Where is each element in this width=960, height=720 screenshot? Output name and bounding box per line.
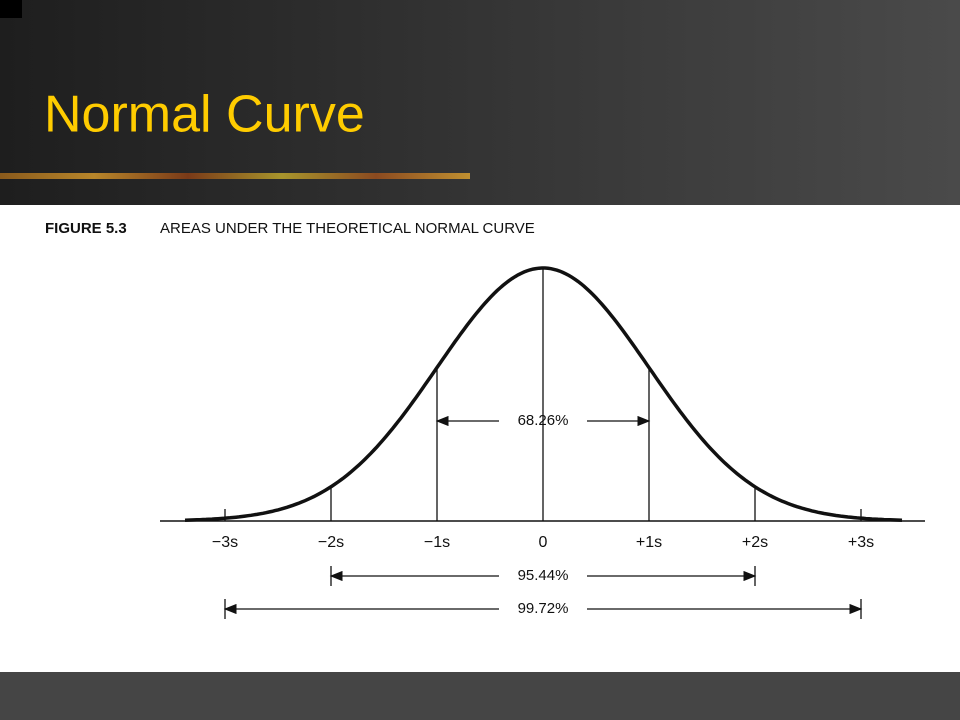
area-label: 99.72%: [518, 600, 569, 617]
axis-label: +1s: [636, 534, 662, 551]
figure-label: FIGURE 5.3: [45, 220, 127, 237]
corner-block: [0, 0, 22, 18]
area-label: 95.44%: [518, 567, 569, 584]
area-label: 68.26%: [518, 412, 569, 429]
footer-band: [0, 672, 960, 720]
axis-label: −3s: [212, 534, 238, 551]
figure-caption: AREAS UNDER THE THEORETICAL NORMAL CURVE: [160, 220, 535, 237]
axis-label: +3s: [848, 534, 874, 551]
axis-label: 0: [539, 534, 548, 551]
normal-curve-figure: −3s −2s −1s 0 +1s +2s +3s 68.26% 95.44% 99.72%: [160, 266, 925, 619]
axis-label: −1s: [424, 534, 450, 551]
content-area: [0, 205, 960, 672]
decorative-strip: [0, 173, 470, 179]
slide-title: Normal Curve: [44, 86, 365, 144]
axis-label: −2s: [318, 534, 344, 551]
header-band: [0, 0, 960, 205]
axis-label: +2s: [742, 534, 768, 551]
